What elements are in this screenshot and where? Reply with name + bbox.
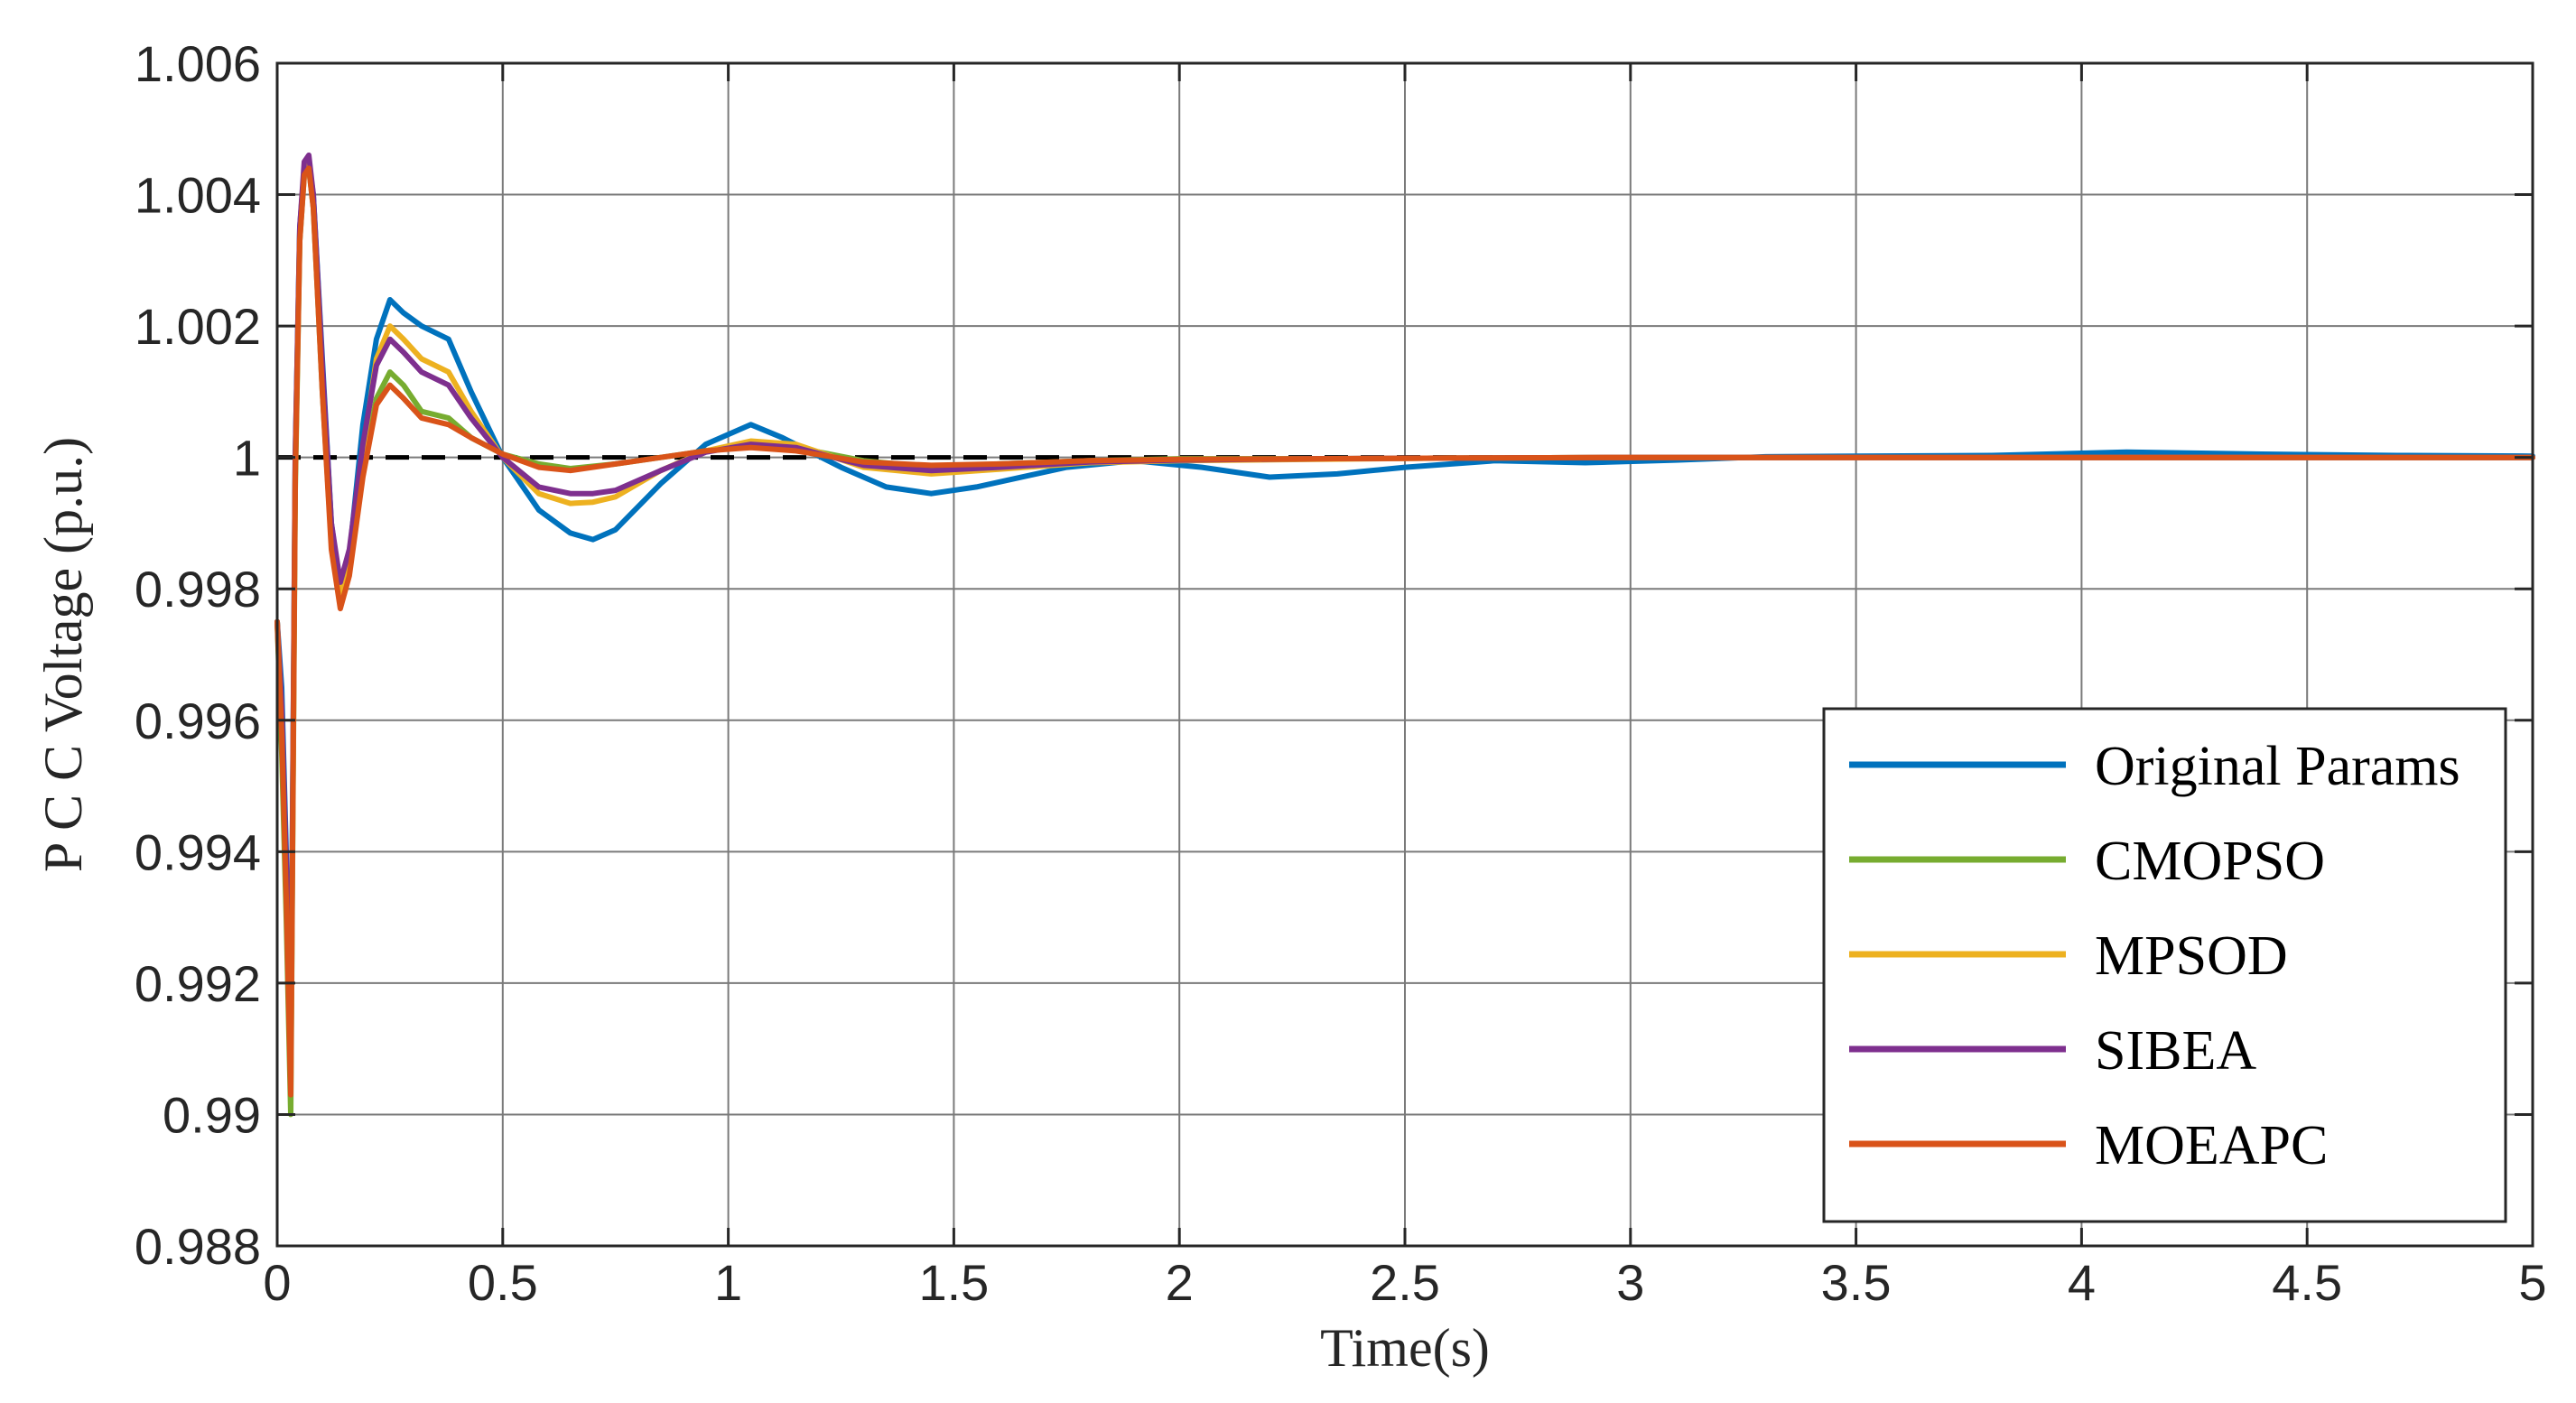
series-line-moeapc [274, 165, 2535, 1098]
y-tick-label: 0.994 [135, 823, 261, 880]
x-tick-label: 0.5 [468, 1254, 538, 1311]
legend-items: Original Params CMOPSO MPSOD SIBEA MOEAPC [1849, 736, 2460, 1176]
x-tick-label: 2 [1166, 1254, 1194, 1311]
legend-item: Original Params [1849, 736, 2460, 797]
y-axis-label: P C C Voltage (p.u.) [33, 437, 93, 872]
y-tick-label: 0.998 [135, 561, 261, 618]
x-tick-label: 4.5 [2272, 1254, 2342, 1311]
x-axis-label: Time(s) [1320, 1318, 1490, 1378]
legend-label: MPSOD [2095, 925, 2288, 987]
x-tick-label: 5 [2518, 1254, 2546, 1311]
legend: Original Params CMOPSO MPSOD SIBEA MOEAPC [1822, 707, 2507, 1223]
y-tick-label: 1 [233, 430, 261, 487]
legend-item: CMOPSO [1849, 831, 2325, 892]
y-axis-ticks: 0.988 0.99 0.992 0.994 0.996 0.998 1 1.002 1.004… [135, 35, 2533, 1275]
legend-box [1822, 707, 2507, 1223]
x-tick-label: 3 [1616, 1254, 1644, 1311]
x-tick-label: 2.5 [1370, 1254, 1440, 1311]
y-tick-label: 0.99 [163, 1086, 261, 1143]
legend-label: MOEAPC [2095, 1115, 2328, 1176]
legend-item: MPSOD [1849, 925, 2288, 987]
legend-label: Original Params [2095, 736, 2460, 797]
y-tick-label: 0.996 [135, 692, 261, 749]
legend-label: CMOPSO [2095, 831, 2325, 892]
legend-label: SIBEA [2095, 1020, 2256, 1082]
x-tick-label: 0 [263, 1254, 291, 1311]
series-lines [274, 152, 2535, 1118]
x-tick-label: 3.5 [1821, 1254, 1892, 1311]
y-tick-label: 1.006 [135, 35, 261, 92]
y-tick-label: 0.992 [135, 955, 261, 1012]
x-tick-label: 1 [714, 1254, 742, 1311]
x-tick-label: 4 [2068, 1254, 2096, 1311]
x-axis-ticks: 0 0.5 1 1.5 2 2.5 3 3.5 4 4.5 5 [263, 63, 2547, 1311]
legend-item: MOEAPC [1849, 1115, 2328, 1176]
y-tick-label: 0.988 [135, 1218, 261, 1275]
legend-item: SIBEA [1849, 1020, 2256, 1082]
y-tick-label: 1.002 [135, 298, 261, 355]
x-tick-label: 1.5 [918, 1254, 989, 1311]
y-tick-label: 1.004 [135, 167, 261, 224]
